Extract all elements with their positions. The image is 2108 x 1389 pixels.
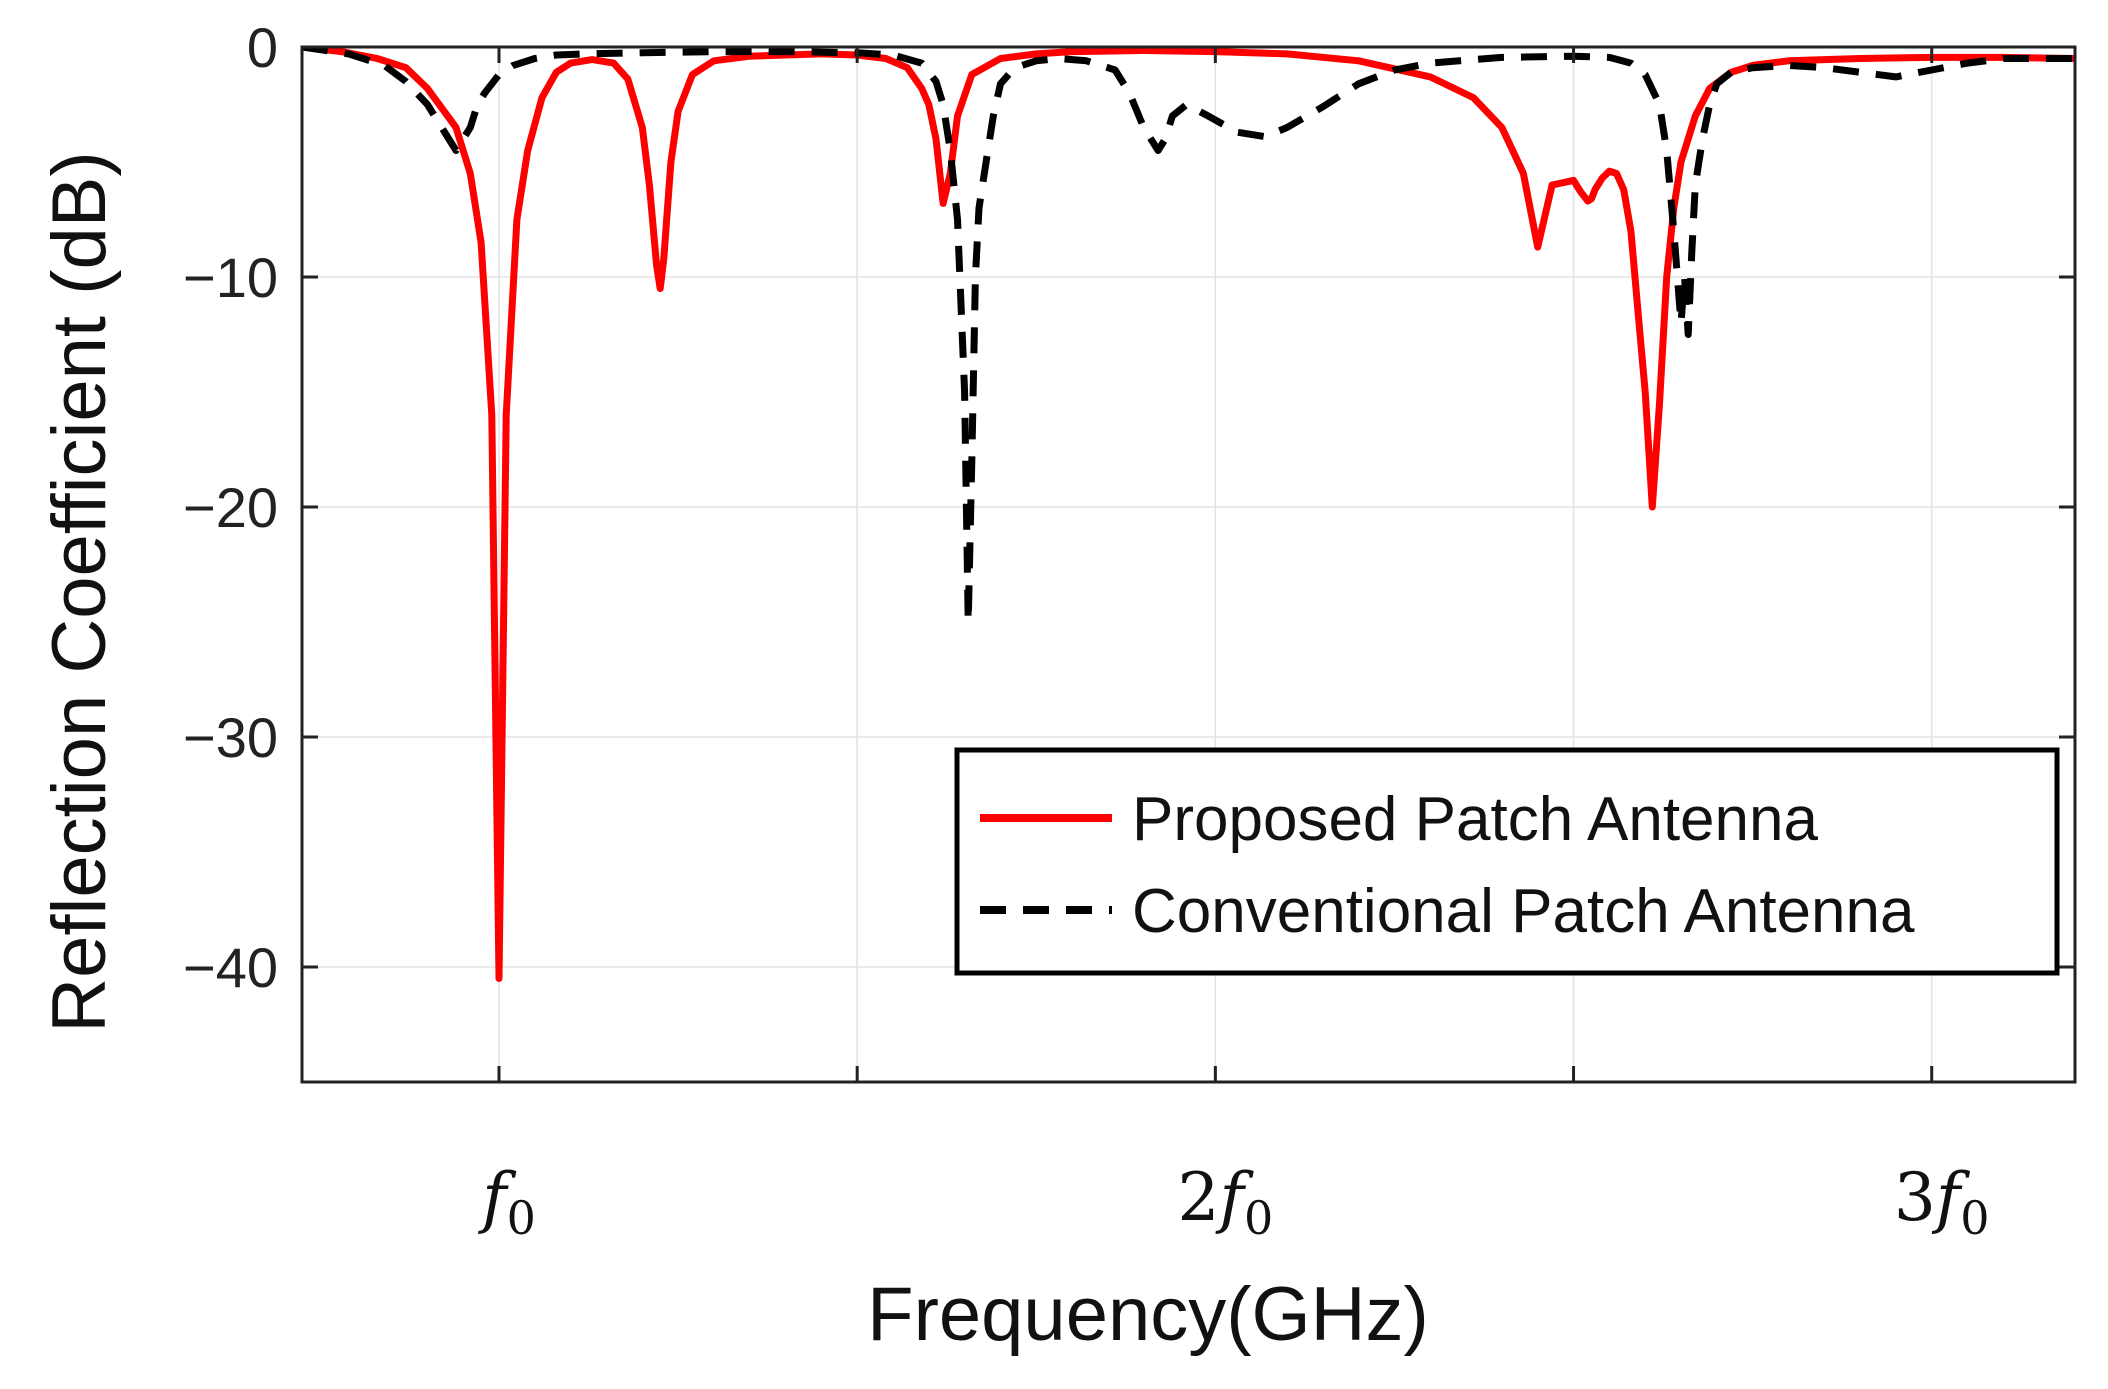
y-tick-label: −30 — [183, 706, 278, 769]
y-axis-title: Reflection Coefficient (dB) — [37, 151, 122, 1032]
legend-label-proposed: Proposed Patch Antenna — [1132, 785, 1818, 854]
legend: Proposed Patch Antenna Conventional Patc… — [954, 747, 2060, 976]
x-tick-label: f0 — [477, 1159, 536, 1245]
legend-box — [954, 747, 2060, 976]
x-axis-title: Frequency(GHz) — [867, 1272, 1429, 1357]
y-tick-label: −20 — [183, 476, 278, 539]
series-line-proposed — [302, 47, 2075, 982]
series-line-conventional — [302, 47, 2075, 626]
series-layer — [302, 47, 2075, 982]
y-tick-label: −40 — [183, 936, 278, 999]
legend-label-conventional: Conventional Patch Antenna — [1132, 877, 1915, 946]
plot-border — [300, 45, 2077, 1084]
y-tick-label: 0 — [247, 16, 278, 79]
y-tick-label: −10 — [183, 246, 278, 309]
